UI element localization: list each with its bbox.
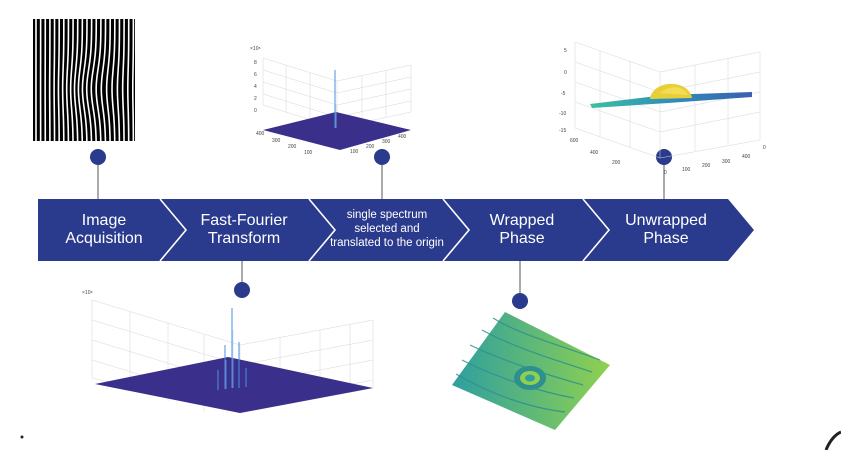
marker-dot-spectrum	[374, 149, 390, 165]
y-tick: 200	[702, 163, 711, 169]
marker-dot-unwrapped	[656, 149, 672, 165]
z-tick: 0	[564, 70, 567, 76]
fringe-line	[61, 19, 65, 141]
process-arrow	[38, 198, 754, 262]
y-tick: 0	[664, 170, 667, 176]
x-tick: 600	[570, 138, 579, 144]
wrapped-phase-plot	[452, 312, 610, 430]
chevron-separator-4	[582, 198, 611, 262]
fringe-line	[121, 19, 125, 141]
x-tick: 200	[612, 160, 621, 166]
fringe-line	[81, 19, 88, 141]
x-tick: 200	[288, 144, 297, 150]
y-tick: 300	[382, 139, 391, 145]
corner-arc	[824, 430, 841, 450]
y-tick: 100	[682, 167, 691, 173]
corner-mark	[20, 435, 24, 439]
fringe-line	[85, 19, 93, 141]
marker-dot-image	[90, 149, 106, 165]
spectrum-plot-top	[262, 57, 412, 150]
z-tick: 8	[254, 60, 257, 66]
x-tick: 400	[256, 131, 265, 137]
y-tick: 400	[742, 154, 751, 160]
process-arrow-body	[38, 199, 754, 261]
fringe-line	[90, 19, 98, 141]
fringe-line	[132, 19, 135, 141]
fringe-line	[100, 19, 107, 141]
z-tick: 4	[254, 84, 257, 90]
chevron-separator-1	[159, 198, 188, 262]
step-fft: Fast-Fourier Transform	[200, 211, 288, 247]
y-tick: 200	[366, 144, 375, 150]
fringe-line	[57, 19, 60, 141]
step-spectrum-selection: single spectrum selected and translated …	[330, 209, 444, 249]
fringe-line	[105, 19, 111, 141]
fringe-line	[126, 19, 130, 141]
chevron-separator-3	[442, 198, 471, 262]
fringe-line	[65, 19, 70, 141]
chevron-separator-2	[308, 198, 337, 262]
fringe-line	[111, 19, 116, 141]
x-tick: 300	[272, 138, 281, 144]
z-tick: 0	[254, 108, 257, 114]
unwrapped-phase-plot	[574, 41, 761, 159]
marker-dot-fft	[234, 282, 250, 298]
spectrum-top-exponent: ×10⁸	[250, 46, 261, 52]
z-tick: -5	[561, 91, 566, 97]
step-image-acquisition: Image Acquisition	[65, 211, 143, 247]
y-tick: 300	[722, 159, 731, 165]
fft-plot-bottom	[91, 299, 374, 414]
fringe-image	[33, 19, 135, 141]
step-unwrapped-phase: Unwrapped Phase	[625, 211, 707, 247]
fringe-line	[77, 19, 84, 141]
fringe-line	[95, 19, 102, 141]
step-wrapped-phase: Wrapped Phase	[489, 211, 555, 247]
x-tick: 100	[304, 150, 313, 156]
y-tick: 400	[398, 134, 407, 140]
fringe-line	[73, 19, 79, 141]
z-tick: 2	[254, 96, 257, 102]
y-tick: 100	[350, 149, 359, 155]
z-tick: 6	[254, 72, 257, 78]
unwrapped-corner-tick: 0	[763, 145, 766, 151]
marker-dot-wrapped	[512, 293, 528, 309]
markers	[90, 149, 672, 309]
z-tick: -15	[559, 128, 567, 134]
x-tick: 400	[590, 150, 599, 156]
fringe-line	[69, 19, 74, 141]
fringe-line	[116, 19, 121, 141]
z-tick: -10	[559, 111, 567, 117]
spectrum-bottom-exponent: ×10⁸	[82, 290, 93, 296]
z-tick: 5	[564, 48, 567, 54]
